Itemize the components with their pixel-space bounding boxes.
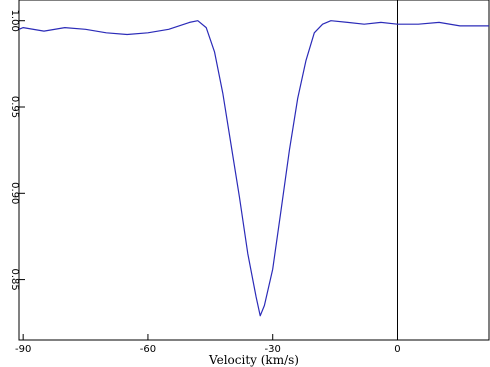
series-group xyxy=(18,20,489,317)
x-tick-label: 0 xyxy=(394,344,400,355)
x-axis: -90 -60 -30 0 xyxy=(15,334,401,355)
y-axis: 1.00 0.95 0.90 0.85 xyxy=(9,10,25,291)
x-axis-title: Velocity (km/s) xyxy=(208,353,299,367)
y-tick-label: 1.00 xyxy=(9,10,20,32)
y-tick-label: 0.85 xyxy=(9,268,20,290)
plot-frame xyxy=(18,0,490,341)
x-tick-label: -60 xyxy=(140,344,156,355)
x-tick-label: -90 xyxy=(15,344,31,355)
y-tick-label: 0.90 xyxy=(9,182,20,204)
y-tick-label: 0.95 xyxy=(9,96,20,118)
x-tick-label: -30 xyxy=(265,344,281,355)
series-line-0 xyxy=(18,20,489,317)
